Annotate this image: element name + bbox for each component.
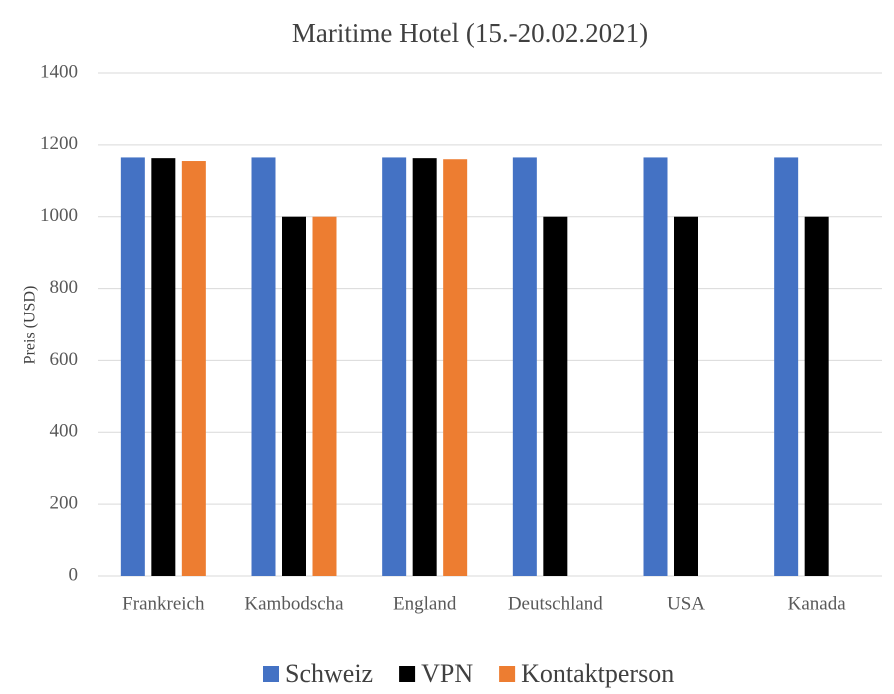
- y-tick-label: 400: [50, 421, 79, 442]
- x-tick-label: Kambodscha: [244, 593, 344, 614]
- y-tick-label: 200: [50, 493, 79, 514]
- y-tick-label: 600: [50, 349, 79, 370]
- x-tick-label: Kanada: [788, 593, 847, 614]
- bar: [412, 158, 437, 577]
- legend-label: VPN: [421, 659, 473, 688]
- y-tick-label: 1200: [40, 133, 78, 154]
- bar: [120, 157, 145, 577]
- bar: [181, 161, 206, 576]
- bar: [643, 157, 668, 577]
- legend-label: Schweiz: [285, 659, 373, 688]
- bar: [151, 158, 176, 577]
- y-tick-label: 800: [50, 277, 79, 298]
- chart-title: Maritime Hotel (15.-20.02.2021): [292, 18, 648, 48]
- bar: [382, 157, 407, 577]
- legend-swatch: [499, 666, 516, 682]
- bar: [543, 216, 568, 576]
- y-tick-label: 1400: [40, 61, 78, 82]
- bar: [512, 157, 537, 577]
- legend-swatch: [399, 666, 416, 682]
- bar: [674, 216, 698, 576]
- x-tick-label: Deutschland: [508, 593, 603, 614]
- bar: [804, 216, 829, 576]
- bar: [282, 216, 306, 576]
- bar: [774, 157, 799, 577]
- bar: [251, 157, 276, 577]
- bar: [312, 216, 337, 576]
- x-tick-label: USA: [667, 593, 705, 614]
- legend-swatch: [263, 666, 279, 682]
- legend-label: Kontaktperson: [521, 659, 674, 688]
- y-axis-label: Preis (USD): [22, 286, 39, 365]
- y-tick-label: 1000: [40, 205, 78, 226]
- bar: [443, 159, 468, 576]
- x-tick-label: Frankreich: [122, 593, 205, 614]
- x-tick-label: England: [393, 593, 457, 614]
- y-tick-label: 0: [69, 564, 79, 585]
